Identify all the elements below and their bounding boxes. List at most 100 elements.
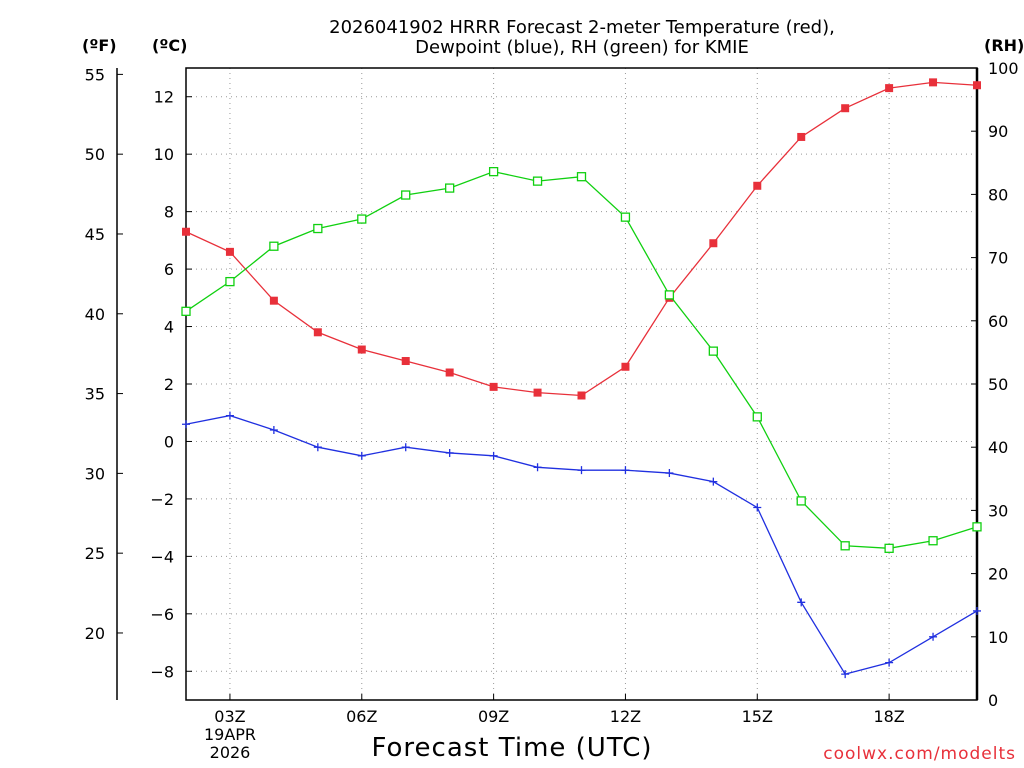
temperature-point [621, 362, 630, 371]
dewpoint-point [797, 598, 806, 607]
temperature-point [445, 368, 454, 377]
rh-point [488, 166, 499, 177]
temperature-point [269, 296, 278, 305]
rh-tick-label: 20 [988, 565, 1008, 584]
temperature-line [185, 81, 978, 397]
rh-point [664, 290, 675, 300]
celsius-tick-label: 12 [154, 88, 174, 107]
rh-point [620, 212, 631, 222]
dewpoint-point [313, 443, 322, 452]
dewpoint-point [182, 420, 190, 429]
fahrenheit-tick-label: 35 [85, 385, 105, 404]
rh-tick-label: 30 [988, 501, 1008, 520]
dewpoint-point [709, 477, 718, 486]
date-label-day: 19APR [203, 725, 257, 744]
rh-point [972, 522, 982, 532]
temperature-point [709, 239, 718, 248]
celsius-tick-label: −8 [150, 662, 174, 681]
celsius-tick-label: −6 [150, 605, 174, 624]
temperature-point [313, 328, 322, 337]
rh-tick-label: 0 [988, 691, 998, 710]
dewpoint-point [225, 411, 234, 420]
temperature-point [225, 247, 234, 256]
rh-line [185, 170, 978, 549]
celsius-tick-label: −2 [150, 490, 174, 509]
dewpoint-point [885, 658, 894, 667]
rh-point [532, 176, 543, 186]
rh-point [708, 346, 718, 356]
rh-point [928, 536, 938, 546]
temperature-point [797, 132, 806, 141]
temperature-point [753, 181, 762, 190]
dewpoint-point [665, 469, 674, 478]
chart-title-line1: 2026041902 HRRR Forecast 2-meter Tempera… [329, 17, 835, 38]
fahrenheit-unit-label: (ºF) [82, 36, 117, 55]
date-label-year: 2026 [209, 743, 251, 762]
rh-tick-label: 80 [988, 185, 1008, 204]
x-tick-label: 09Z [478, 707, 509, 726]
rh-unit-label: (RH) [984, 36, 1024, 55]
dewpoint-line [185, 414, 978, 675]
fahrenheit-tick-label: 30 [85, 464, 105, 483]
fahrenheit-tick-label: 25 [85, 544, 105, 563]
rh-point [884, 543, 894, 553]
rh-tick-label: 60 [988, 312, 1008, 331]
dewpoint-point [621, 466, 630, 475]
temperature-point [357, 345, 366, 354]
celsius-tick-label: 8 [164, 203, 174, 222]
celsius-tick-label: −4 [150, 547, 174, 566]
rh-point [357, 214, 367, 224]
temperature-point [401, 357, 410, 366]
fahrenheit-tick-label: 20 [85, 624, 105, 643]
celsius-tick-label: 0 [164, 432, 174, 451]
x-tick-label: 18Z [873, 707, 904, 726]
dewpoint-point [445, 448, 454, 457]
temperature-point [182, 227, 190, 236]
dewpoint-point [533, 463, 542, 472]
x-axis-title: Forecast Time (UTC) [371, 733, 653, 763]
dewpoint-point [973, 606, 981, 615]
dewpoint-point [357, 451, 366, 460]
rh-tick-label: 90 [988, 122, 1008, 141]
source-credit: coolwx.com/modelts [823, 744, 1016, 764]
fahrenheit-tick-label: 50 [85, 145, 105, 164]
x-tick-label: 15Z [742, 707, 773, 726]
dewpoint-point [929, 632, 938, 641]
fahrenheit-tick-label: 45 [85, 225, 105, 244]
x-tick-label: 12Z [610, 707, 641, 726]
dewpoint-point [753, 503, 762, 512]
celsius-tick-label: 10 [154, 145, 174, 164]
dewpoint-point [489, 451, 498, 460]
dewpoint-point [577, 466, 586, 475]
rh-point [752, 412, 762, 422]
rh-tick-label: 50 [988, 375, 1008, 394]
chart-title-line2: Dewpoint (blue), RH (green) for KMIE [415, 37, 749, 58]
temperature-point [577, 391, 586, 400]
rh-tick-label: 70 [988, 249, 1008, 268]
rh-tick-label: 40 [988, 438, 1008, 457]
rh-point [225, 276, 235, 287]
temperature-point [533, 388, 542, 397]
temperature-point [885, 84, 894, 93]
rh-tick-label: 100 [988, 59, 1019, 78]
fahrenheit-tick-label: 40 [85, 305, 105, 324]
temperature-point [489, 382, 498, 391]
temperature-point [973, 81, 981, 90]
dewpoint-point [401, 443, 410, 452]
temperature-point [841, 104, 850, 113]
celsius-tick-label: 2 [164, 375, 174, 394]
celsius-unit-label: (ºC) [152, 36, 188, 55]
fahrenheit-tick-label: 55 [85, 65, 105, 84]
rh-point [313, 223, 323, 234]
rh-point [401, 190, 411, 200]
rh-point [796, 496, 806, 506]
rh-point [576, 172, 587, 182]
x-tick-label: 06Z [346, 707, 377, 726]
celsius-tick-label: 6 [164, 260, 174, 279]
x-tick-label: 03Z [214, 707, 245, 726]
dewpoint-point [841, 670, 850, 679]
temperature-point [929, 78, 938, 87]
celsius-tick-label: 4 [164, 318, 174, 337]
rh-point [181, 306, 191, 316]
